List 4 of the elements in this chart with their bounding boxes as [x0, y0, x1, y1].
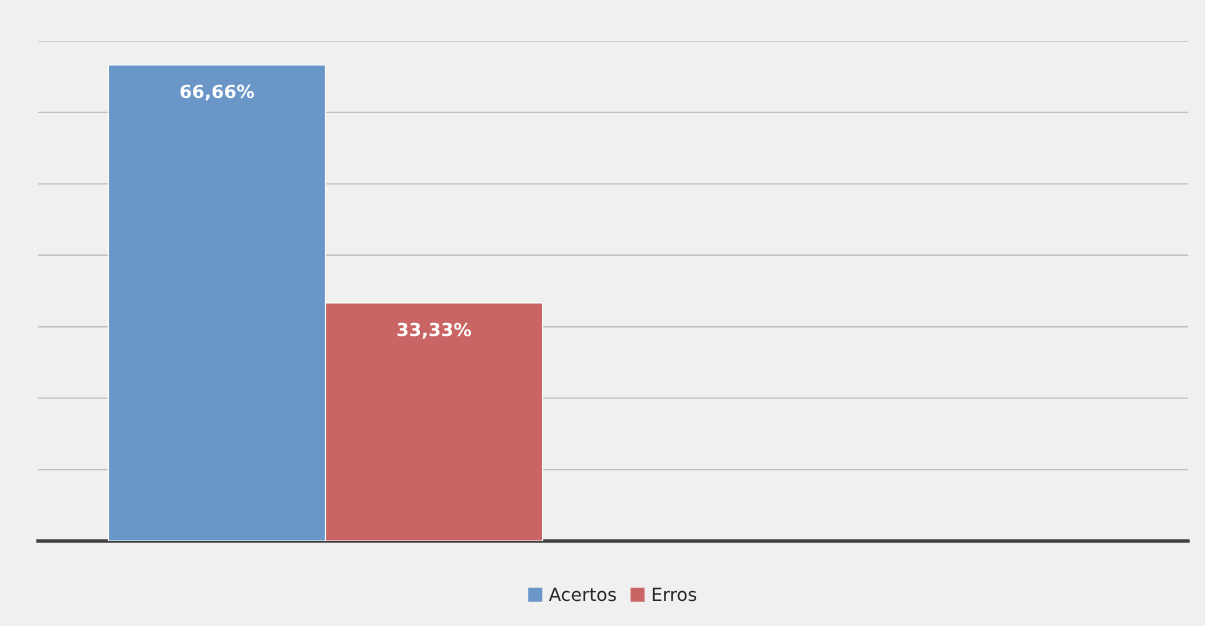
legend-label: Acertos: [548, 587, 616, 602]
data-label: 66,66%: [180, 84, 254, 101]
legend-label: Erros: [652, 587, 697, 602]
data-label: 33,33%: [397, 322, 472, 339]
